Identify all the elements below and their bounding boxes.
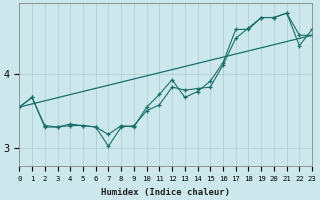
X-axis label: Humidex (Indice chaleur): Humidex (Indice chaleur) [101, 188, 230, 197]
